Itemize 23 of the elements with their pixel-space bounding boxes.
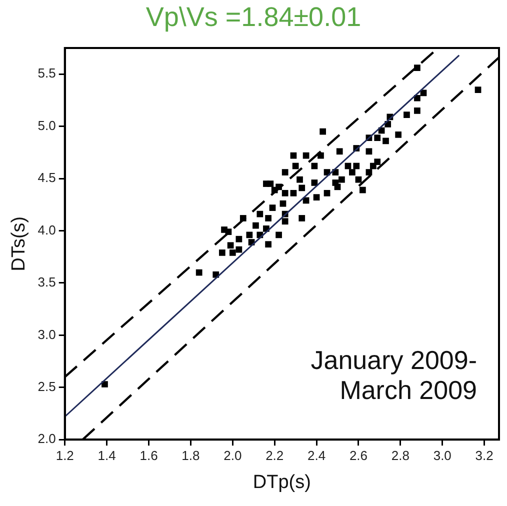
x-tick-label: 1.2	[56, 448, 74, 463]
y-tick-label: 5.5	[38, 66, 56, 81]
y-tick-label: 3.5	[38, 274, 56, 290]
y-tick-label: 5.0	[38, 118, 56, 133]
x-tick-label: 2.0	[224, 448, 242, 463]
y-tick-label: 4.5	[38, 170, 56, 186]
x-tick-label: 3.0	[433, 448, 452, 463]
x-tick-label: 2.4	[308, 448, 326, 463]
x-tick-label: 3.2	[475, 448, 494, 463]
y-axis-title: DTs(s)	[8, 216, 30, 272]
x-tick-label: 1.8	[182, 448, 200, 463]
x-tick-label: 1.4	[98, 448, 116, 463]
y-tick-label: 2.5	[38, 378, 56, 394]
x-tick-label: 1.6	[140, 448, 158, 463]
y-tick-label: 4.0	[38, 222, 56, 238]
x-tick-label: 2.2	[266, 448, 284, 463]
y-tick-label: 2.0	[38, 431, 56, 446]
chart-title: Vp\Vs =1.84±0.01	[144, 2, 362, 33]
x-tick-label: 2.6	[349, 448, 368, 463]
annotation: January 2009- March 2009	[310, 345, 477, 405]
x-tick-label: 2.8	[391, 448, 410, 463]
y-tick-label: 3.0	[38, 326, 56, 342]
x-axis-title: DTp(s)	[252, 472, 311, 493]
